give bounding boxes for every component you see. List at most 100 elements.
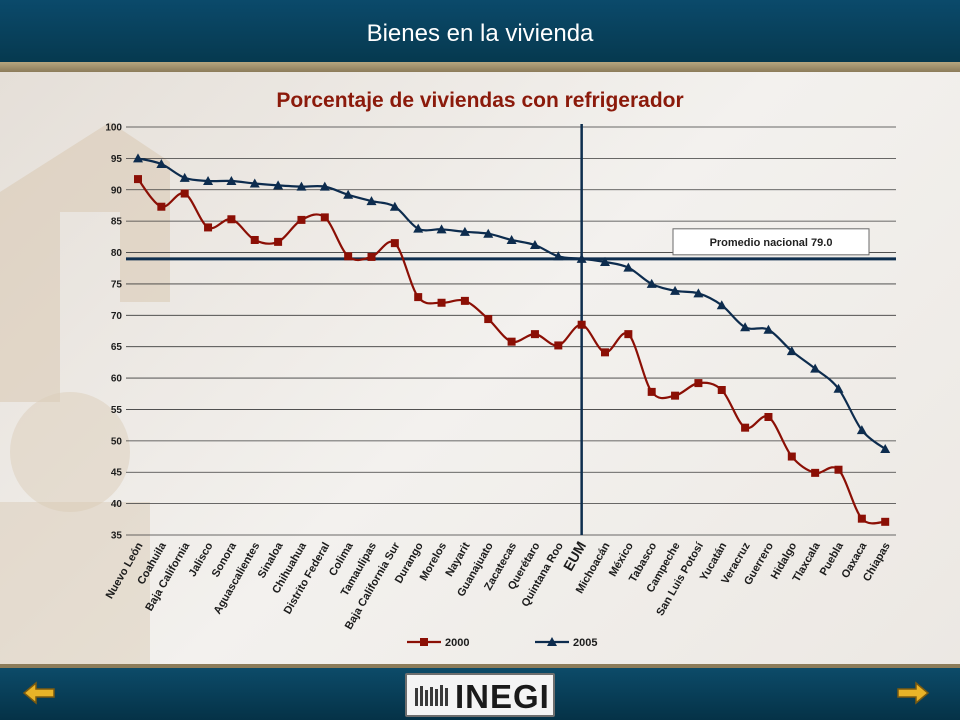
header-divider	[0, 62, 960, 72]
data-point	[530, 330, 539, 339]
legend-label: 2000	[445, 637, 469, 649]
data-point	[437, 298, 446, 307]
data-point	[133, 153, 143, 163]
data-point	[273, 180, 284, 190]
data-point	[134, 175, 142, 184]
data-point	[740, 322, 751, 332]
data-point	[764, 412, 773, 421]
page-title: Bienes en la vivienda	[366, 20, 594, 47]
series-2005	[133, 153, 891, 454]
data-point	[506, 234, 517, 244]
watermark-shape	[0, 122, 170, 402]
data-point	[553, 251, 564, 261]
data-point	[623, 262, 634, 272]
arrow-right-icon[interactable]	[896, 680, 930, 706]
data-point	[459, 226, 470, 236]
y-tick-label: 65	[111, 342, 123, 353]
data-point	[646, 278, 657, 288]
data-point	[693, 288, 704, 298]
data-point	[717, 386, 726, 395]
data-point	[857, 514, 866, 523]
data-point	[319, 181, 330, 191]
y-tick-label: 45	[111, 468, 123, 479]
y-tick-label: 100	[105, 123, 122, 134]
data-point	[647, 387, 656, 396]
logo-text: INEGI	[455, 678, 550, 715]
data-point	[833, 383, 844, 393]
legend: 2000 2005	[407, 637, 597, 649]
x-tick-label: EUM	[560, 539, 589, 574]
series-line-2005	[137, 157, 886, 450]
data-point	[856, 425, 867, 435]
data-point	[716, 300, 727, 310]
data-point	[787, 452, 796, 461]
data-point	[250, 235, 259, 244]
chart-title: Porcentaje de viviendas con refrigerador	[276, 89, 683, 112]
data-point	[226, 175, 237, 185]
legend-marker	[420, 638, 428, 646]
data-point	[624, 330, 633, 339]
data-point	[227, 215, 236, 224]
data-point	[483, 228, 494, 238]
data-point	[414, 293, 423, 302]
y-tick-label: 85	[111, 217, 123, 228]
y-tick-label: 75	[111, 279, 123, 290]
data-point	[203, 175, 214, 185]
header-bar	[0, 0, 960, 62]
reference-label: Promedio nacional 79.0	[710, 237, 833, 249]
data-point	[554, 341, 563, 350]
y-tick-label: 40	[111, 499, 123, 510]
data-point	[576, 253, 587, 263]
logo-bars-icon	[415, 685, 448, 706]
data-point	[786, 346, 797, 356]
grid-lines	[126, 126, 896, 536]
series-group	[133, 153, 891, 526]
data-point	[367, 252, 376, 261]
data-point	[670, 285, 681, 295]
inegi-logo: INEGI	[405, 673, 555, 717]
watermark-block	[0, 502, 150, 668]
data-point	[296, 181, 307, 191]
x-tick-label: Nuevo León	[104, 540, 146, 601]
reference-line-group: Promedio nacional 79.0	[126, 124, 896, 535]
data-point	[484, 315, 493, 324]
data-point	[834, 465, 843, 474]
data-point	[601, 348, 609, 357]
background-watermark	[0, 122, 170, 668]
y-axis-ticks: 35 40 45 50 55 60 65 70 75 80 85 90 95 100	[105, 123, 122, 542]
legend-label: 2005	[573, 637, 597, 649]
y-tick-label: 50	[111, 436, 123, 447]
data-point	[880, 444, 891, 454]
data-point	[204, 223, 213, 232]
data-point	[810, 363, 821, 373]
y-tick-label: 60	[111, 374, 123, 385]
data-point	[671, 391, 680, 400]
arrow-left-icon[interactable]	[22, 680, 56, 706]
data-point	[297, 215, 306, 224]
data-point	[157, 202, 166, 211]
data-point	[180, 189, 189, 198]
y-tick-label: 55	[111, 405, 123, 416]
data-point	[741, 423, 750, 432]
content-area	[0, 72, 960, 668]
data-point	[507, 337, 516, 346]
y-tick-label: 90	[111, 185, 123, 196]
data-point	[577, 320, 586, 329]
watermark-circle	[10, 392, 130, 512]
data-point	[763, 324, 774, 334]
data-point	[881, 517, 890, 526]
data-point	[274, 237, 283, 246]
data-point	[366, 196, 377, 206]
y-tick-label: 35	[111, 531, 123, 542]
data-point	[460, 296, 469, 305]
data-point	[600, 256, 610, 266]
legend-marker	[547, 637, 557, 646]
data-point	[344, 252, 353, 261]
data-point	[390, 239, 399, 248]
data-point	[529, 240, 540, 250]
data-point	[249, 178, 260, 188]
data-point	[436, 224, 447, 234]
data-point	[156, 159, 167, 169]
footer-divider	[0, 664, 960, 670]
